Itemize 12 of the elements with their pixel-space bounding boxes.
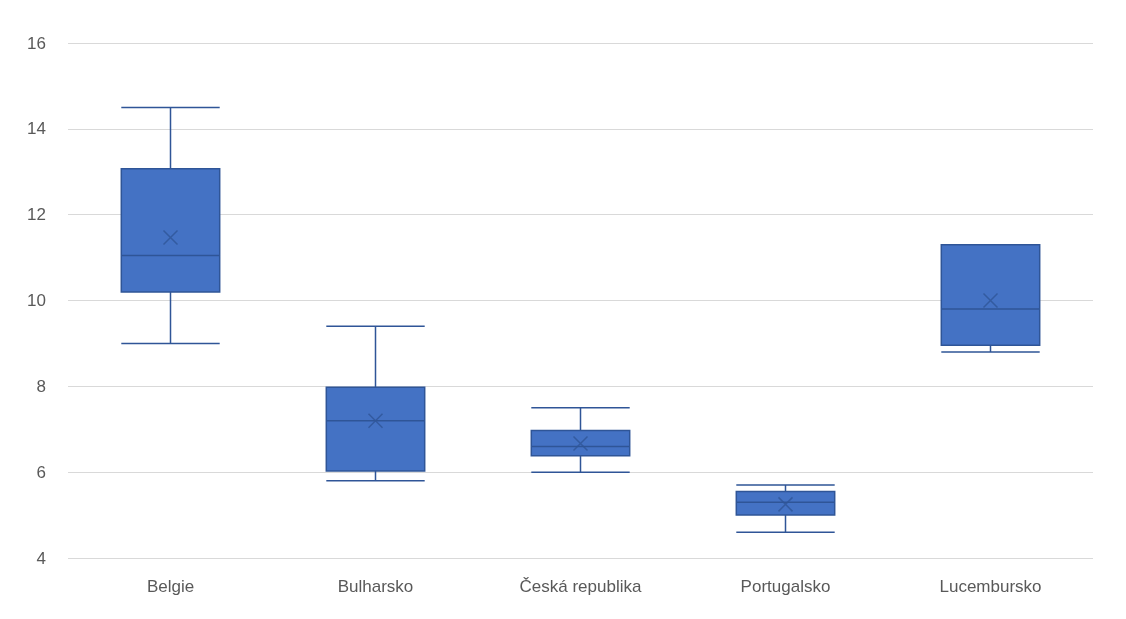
y-tick-label: 8 [36, 376, 46, 396]
y-tick-label: 10 [27, 291, 46, 310]
y-tick-label: 6 [36, 462, 46, 482]
x-tick-label: Česká republika [519, 577, 642, 596]
y-tick-label: 12 [27, 205, 46, 225]
x-tick-label: Portugalsko [740, 577, 831, 596]
y-tick-label: 16 [27, 33, 46, 53]
y-tick-label: 14 [27, 119, 46, 139]
x-tick-label: Bulharsko [337, 577, 414, 596]
x-tick-label: Lucembursko [939, 577, 1042, 596]
y-tick-label: 4 [36, 548, 46, 568]
x-tick-label: Belgie [146, 577, 195, 596]
